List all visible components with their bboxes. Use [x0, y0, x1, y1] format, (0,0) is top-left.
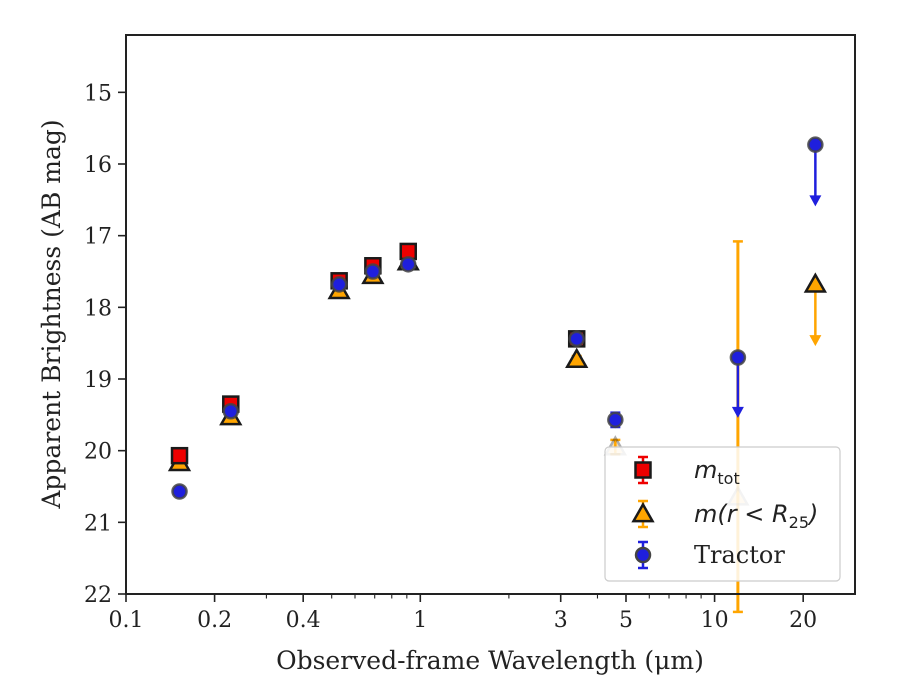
- mtot-point: [170, 446, 189, 465]
- series-tractor: [171, 136, 824, 500]
- legend-entry-tractor: Tractor: [634, 540, 785, 570]
- mr25-point: [803, 272, 828, 293]
- tractor-point: [222, 403, 240, 420]
- tractor-upper-limit-arrow-head: [731, 406, 744, 418]
- legend-label-tail: ): [807, 500, 818, 528]
- tractor-point: [729, 349, 747, 366]
- y-tick-label: 21: [84, 511, 112, 536]
- legend-label-mr25: m(r < R25): [694, 500, 818, 532]
- x-tick-label: 20: [789, 608, 817, 633]
- x-tick-label: 3: [554, 608, 568, 633]
- tractor-point: [330, 276, 348, 293]
- y-tick-label: 22: [84, 583, 112, 608]
- legend-label-main: m: [694, 456, 717, 484]
- y-tick-label: 19: [84, 368, 112, 393]
- tractor-upper-limit-arrow: [809, 144, 822, 207]
- tractor-upper-limit-arrow: [731, 357, 744, 418]
- legend-label-main: m(r < R: [694, 500, 789, 528]
- y-tick-label: 18: [84, 296, 112, 321]
- legend-label-subscript: 25: [789, 513, 809, 532]
- x-axis-label: Observed-frame Wavelength (μm): [276, 646, 704, 675]
- y-tick-label: 20: [84, 440, 112, 465]
- axes-ticks: 0.1 0.2 0.4 1 3 5 10 20 15 16 17 18 19 20 21 22: [84, 81, 817, 633]
- x-tick-label: 0.2: [197, 608, 232, 633]
- mr25-upper-limit-arrow: [809, 284, 822, 347]
- legend-label-subscript: tot: [717, 469, 739, 488]
- legend-marker-mr25: [631, 501, 655, 523]
- x-tick-label: 1: [413, 608, 427, 633]
- legend-marker-tractor: [634, 546, 652, 564]
- tractor-point: [171, 483, 188, 500]
- x-tick-label: 5: [619, 608, 633, 633]
- legend-entry-mtot: mtot: [634, 455, 740, 488]
- tractor-point: [568, 330, 585, 348]
- tractor-upper-limit-arrow-head: [809, 195, 822, 207]
- legend-marker-mtot: [634, 461, 652, 479]
- tractor-point: [607, 411, 624, 429]
- tractor-point: [807, 136, 824, 153]
- legend-label-tractor: Tractor: [694, 541, 785, 569]
- legend: mtot m(r < R25) Tractor: [604, 446, 841, 582]
- y-axis-label: Apparent Brightness (AB mag): [37, 119, 66, 509]
- x-tick-label: 0.4: [286, 608, 321, 633]
- y-tick-label: 17: [84, 225, 112, 250]
- tractor-point: [399, 256, 417, 273]
- x-tick-label: 10: [701, 608, 729, 633]
- legend-box: [604, 446, 841, 582]
- tractor-point: [364, 263, 382, 280]
- x-tick-label: 0.1: [109, 608, 144, 633]
- y-tick-label: 15: [84, 81, 112, 106]
- legend-label-mtot: mtot: [694, 456, 740, 488]
- plot-frame: [125, 34, 856, 595]
- y-tick-label: 16: [84, 153, 112, 178]
- mr25-upper-limit-arrow-head: [809, 335, 822, 347]
- mr25-point: [565, 347, 589, 369]
- legend-entry-mr25: m(r < R25): [631, 499, 818, 532]
